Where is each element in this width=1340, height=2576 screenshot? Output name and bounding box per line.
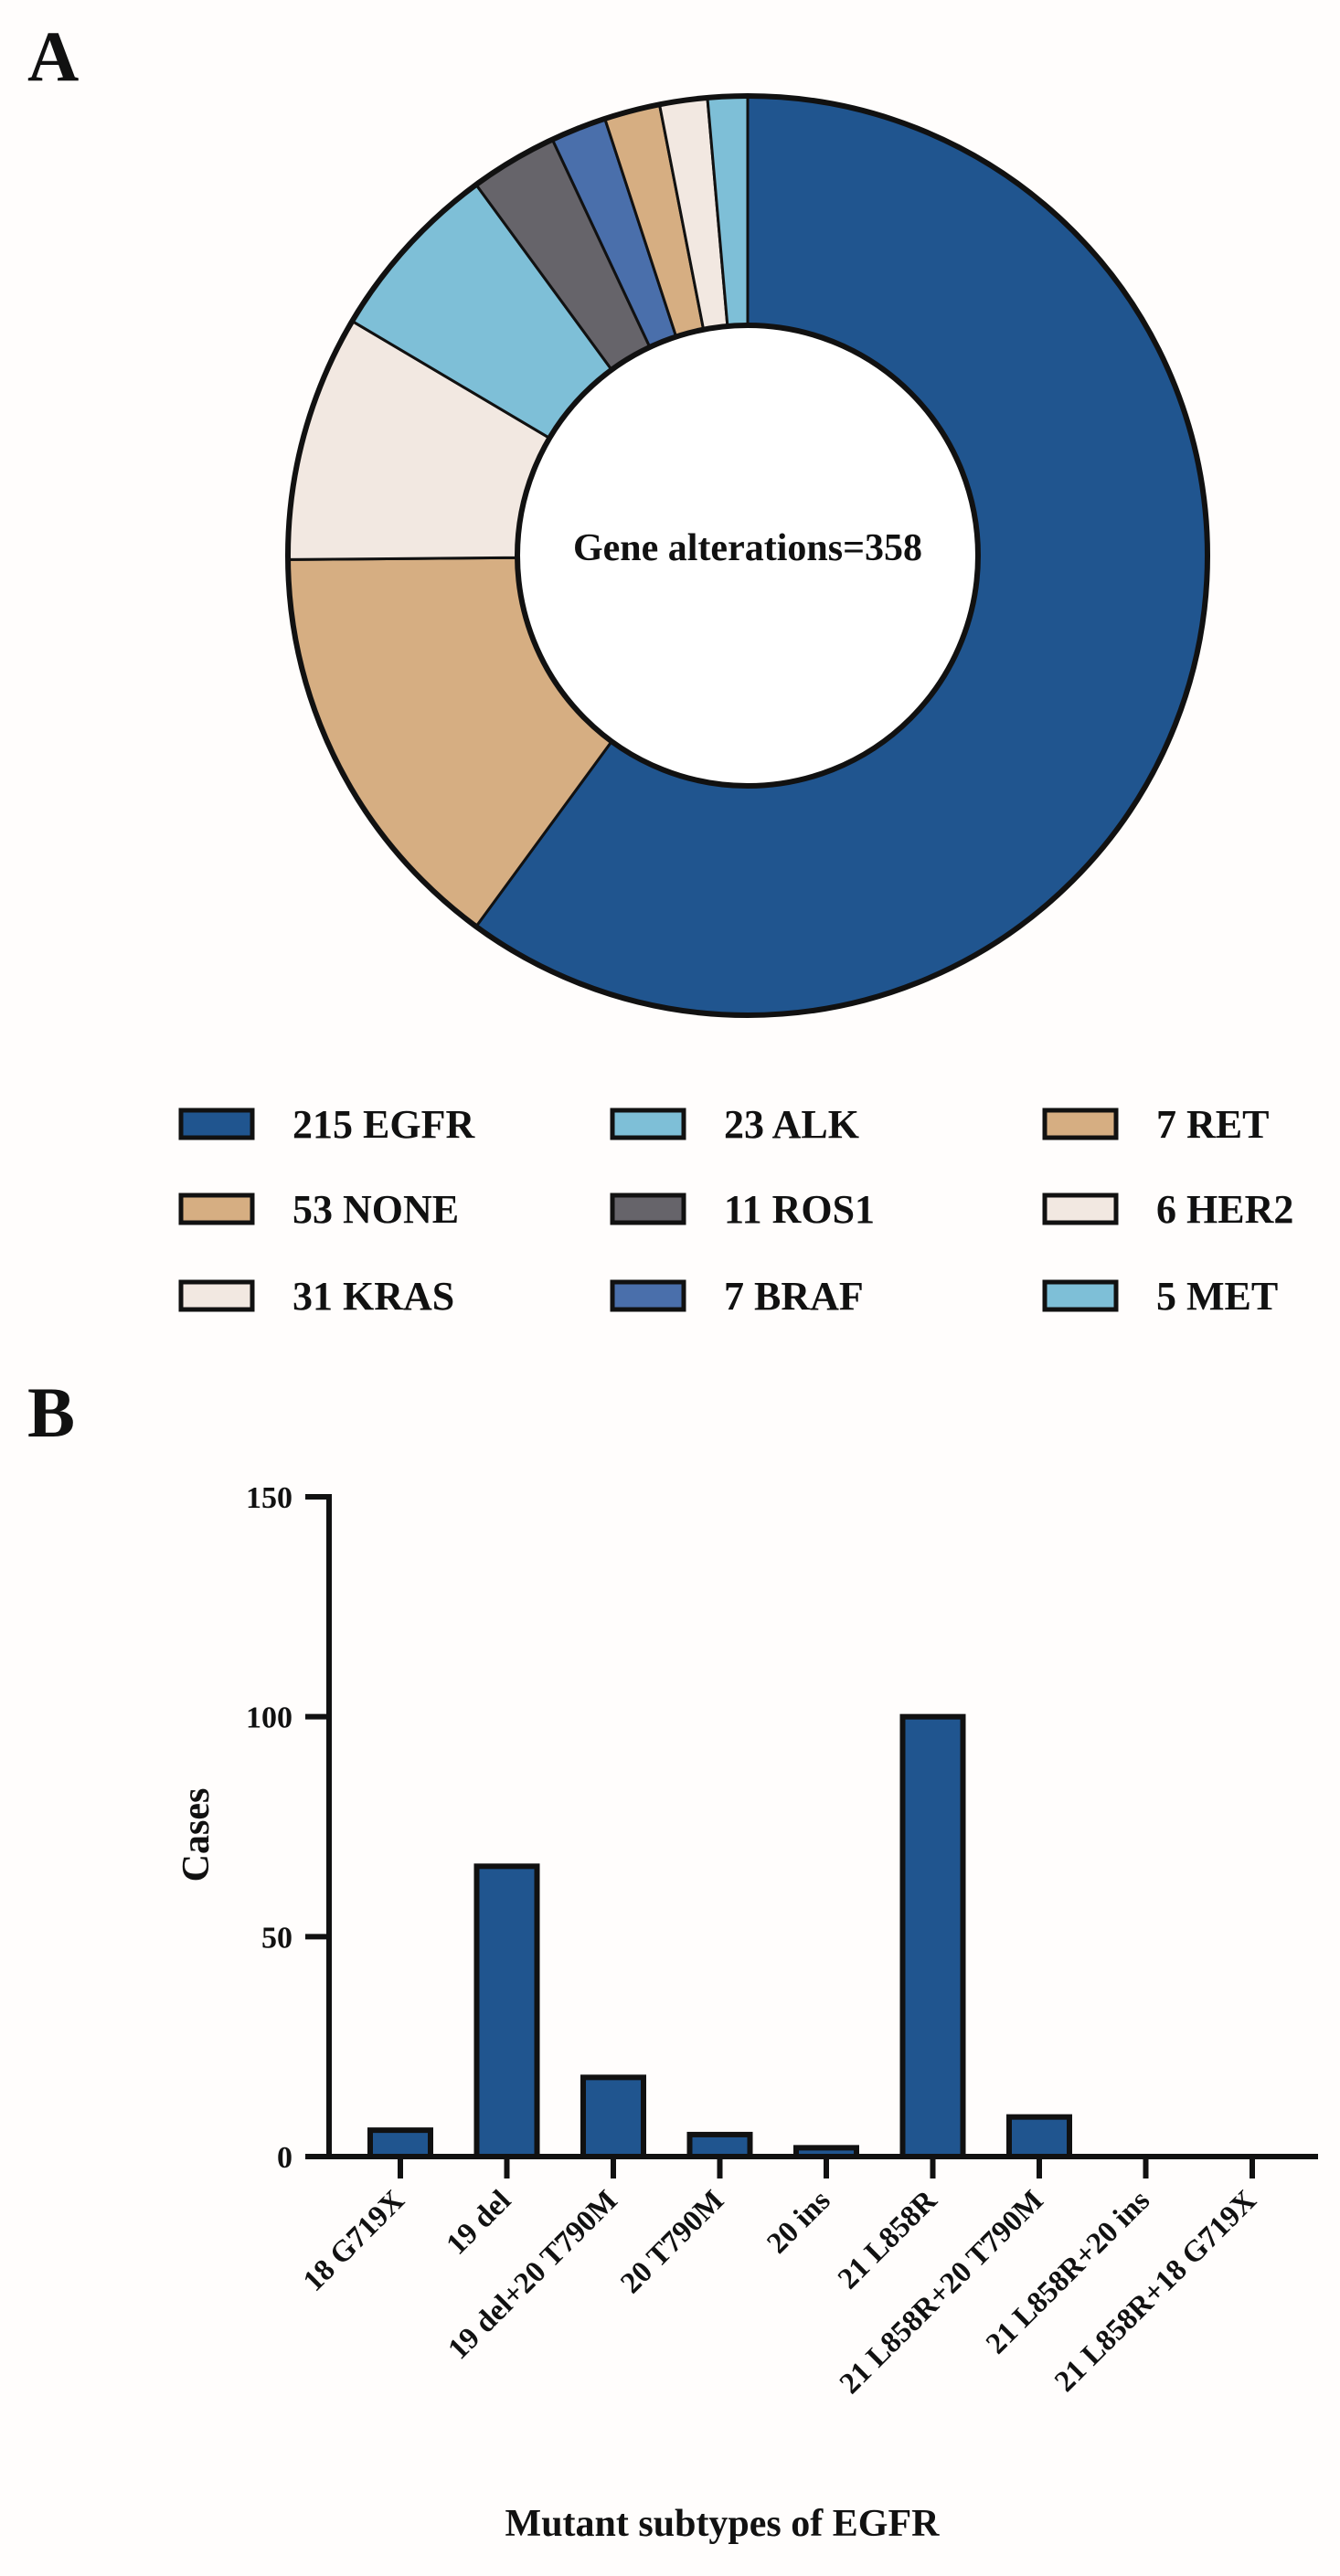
legend-item-kras: 31 KRAS [178, 1274, 454, 1319]
legend-item-her2: 6 HER2 [1042, 1187, 1293, 1232]
x-category-label-21-l858r: 21 L858R [832, 2183, 944, 2295]
legend-label: 11 ROS1 [724, 1187, 875, 1232]
legend-swatch [178, 1279, 255, 1312]
legend-item-met: 5 MET [1042, 1274, 1278, 1319]
bar-20-t790m [686, 2131, 753, 2160]
donut-center-hole [515, 323, 981, 789]
x-category-label-18-g719x: 18 G719X [297, 2184, 411, 2298]
legend-label: 6 HER2 [1156, 1187, 1293, 1232]
donut-legend: 215 EGFR 53 NONE 31 KRAS 23 ALK 11 ROS1 7 BRA… [178, 1102, 1293, 1319]
y-tick-label-0: 0 [277, 2141, 292, 2175]
legend-label: 53 NONE [292, 1187, 459, 1232]
bar-19-del [473, 1863, 540, 2159]
legend-label: 215 EGFR [292, 1102, 475, 1147]
y-tick-label-50: 50 [261, 1921, 292, 1955]
legend-swatch [1042, 1193, 1119, 1225]
legend-swatch [178, 1193, 255, 1225]
panel-b-label: B [27, 1373, 75, 1452]
legend-label: 23 ALK [724, 1102, 859, 1147]
bar-18-g719x [367, 2127, 433, 2160]
legend-swatch [1042, 1108, 1119, 1140]
x-category-label-19-del: 19 del [441, 2184, 517, 2261]
x-category-label-20-ins: 20 ins [760, 2184, 836, 2260]
donut-center-label: Gene alterations=358 [573, 527, 922, 569]
legend-label: 7 RET [1156, 1102, 1269, 1147]
bar-y-axis-title: Cases [175, 1788, 218, 1882]
legend-label: 7 BRAF [724, 1274, 864, 1319]
legend-label: 31 KRAS [292, 1274, 454, 1319]
x-category-label-21-l858r-20-t790m: 21 L858R+20 T790M [834, 2184, 1050, 2401]
donut-chart [285, 93, 1210, 1018]
legend-item-ret: 7 RET [1042, 1102, 1269, 1147]
legend-item-ros1: 11 ROS1 [610, 1187, 875, 1232]
legend-swatch [178, 1108, 255, 1140]
panel-a-label: A [27, 16, 79, 96]
legend-label: 5 MET [1156, 1274, 1278, 1319]
bar-21-l858r-20-t790m [1006, 2114, 1072, 2159]
y-tick-label-150: 150 [246, 1481, 292, 1515]
bar-x-axis-title: Mutant subtypes of EGFR [505, 2503, 941, 2545]
donut-outer-ring [285, 93, 1210, 1018]
x-category-label-21-l858r-18-g719x: 21 L858R+18 G719X [1048, 2184, 1263, 2399]
bar-20-ins [793, 2145, 859, 2159]
legend-item-braf: 7 BRAF [610, 1274, 864, 1319]
x-category-label-20-t790m: 20 T790M [614, 2184, 730, 2300]
legend-swatch [610, 1193, 686, 1225]
legend-swatch [1042, 1279, 1119, 1312]
legend-item-alk: 23 ALK [610, 1102, 859, 1147]
legend-item-none: 53 NONE [178, 1187, 459, 1232]
y-tick-label-100: 100 [246, 1701, 292, 1735]
legend-swatch [610, 1108, 686, 1140]
legend-item-egfr: 215 EGFR [178, 1102, 475, 1147]
bar-21-l858r [899, 1713, 966, 2159]
legend-swatch [610, 1279, 686, 1312]
bar-19-del-20-t790m [580, 2074, 646, 2160]
